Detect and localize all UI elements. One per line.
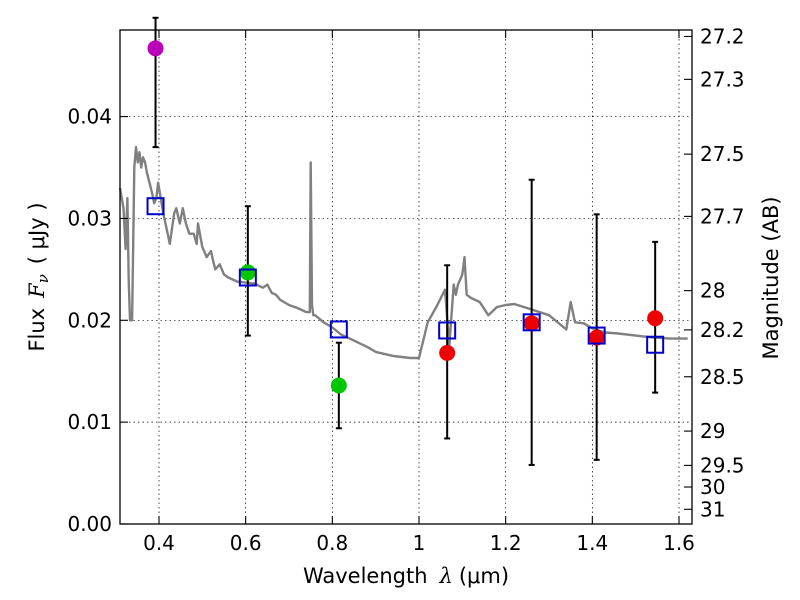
observed-point (239, 264, 256, 281)
mag-tick-label: 27.5 (700, 142, 745, 166)
observed-point (523, 315, 540, 332)
x-tick-label: 0.8 (316, 531, 348, 555)
model-curve-layer (118, 145, 688, 360)
x-tick-labels: 0.4 0.6 0.8 1 1.2 1.4 1.6 (143, 531, 695, 555)
observed-point (647, 310, 664, 327)
model-points-layer (146, 197, 665, 354)
y-tick-label: 0.02 (67, 308, 112, 332)
model-point-square (438, 321, 457, 340)
x-tick-label: 1 (413, 531, 426, 555)
x-tick-label: 1.4 (576, 531, 608, 555)
grid (120, 30, 692, 524)
mag-tick-label: 29.5 (700, 453, 745, 477)
y-tick-label: 0.03 (67, 206, 112, 230)
model-point-square (329, 320, 348, 339)
model-point-square (587, 326, 606, 345)
y-tick-label: 0.04 (67, 105, 112, 129)
x-tick-label: 1.6 (663, 531, 695, 555)
y-tick-label: 0.01 (67, 410, 112, 434)
ticks (120, 30, 692, 525)
model-spectrum-line (118, 145, 688, 360)
model-point-square (522, 313, 541, 332)
x-tick-label: 1.2 (490, 531, 522, 555)
x-tick-label: 0.6 (230, 531, 262, 555)
mag-tick-label: 31 (700, 497, 725, 521)
model-point-square (146, 197, 165, 216)
mag-tick-label: 28.5 (700, 365, 745, 389)
mag-tick-label: 30 (700, 475, 725, 499)
mag-tick-label: 27.3 (700, 67, 745, 91)
mag-tick-label: 28.2 (700, 318, 745, 342)
mag-tick-label: 27.7 (700, 204, 745, 228)
y-tick-labels: 0.00 0.01 0.02 0.03 0.04 (67, 105, 112, 536)
mag-tick-label: 28 (700, 279, 725, 303)
x-tick-label: 0.4 (143, 531, 175, 555)
model-point-square (646, 335, 665, 354)
mag-tick-label: 27.2 (700, 24, 745, 48)
observed-points-layer (147, 40, 664, 394)
plot-frame (119, 29, 693, 525)
model-point-square (238, 268, 257, 287)
x-axis-label: Wavelength λ (μm) (303, 564, 509, 588)
y-axis-label: FluxFν( μJy ) (25, 202, 52, 351)
y2-axis-label: Magnitude (AB) (759, 196, 783, 359)
y-tick-label: 0.00 (67, 512, 112, 536)
observed-point (330, 377, 347, 394)
observed-point (439, 344, 456, 361)
mag-tick-label: 29 (700, 419, 725, 443)
errorbar-layer (152, 16, 659, 466)
observed-point (147, 40, 164, 57)
